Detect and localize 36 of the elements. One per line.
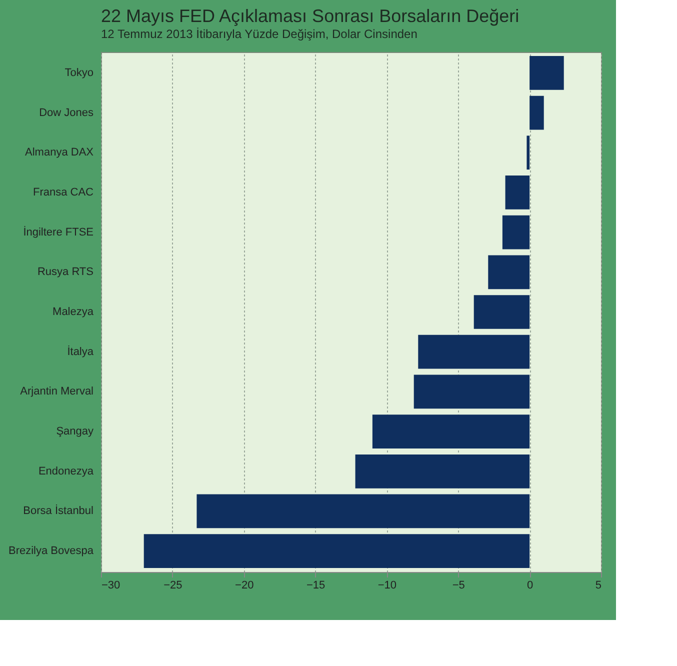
- y-tick-label: İtalya: [67, 344, 94, 358]
- bar: [530, 96, 544, 130]
- bar: [418, 334, 530, 369]
- y-tick-label: Borsa İstanbul: [23, 504, 94, 518]
- y-tick-label: İngiltere FTSE: [23, 225, 94, 238]
- bar: [372, 414, 530, 448]
- x-tick-label: −15: [306, 580, 326, 592]
- y-tick-label: Şangay: [56, 426, 94, 438]
- y-tick-label: Tokyo: [64, 66, 94, 79]
- x-tick-label: 5: [595, 580, 602, 592]
- y-tick-label: Almanya DAX: [25, 146, 94, 159]
- x-tick-label: −20: [235, 580, 254, 592]
- y-tick-label: Malezya: [52, 306, 94, 318]
- x-tick-label: −10: [378, 580, 397, 592]
- y-tick-label: Endonezya: [38, 465, 94, 478]
- bar: [488, 255, 530, 290]
- x-tick-label: −5: [452, 580, 465, 592]
- y-tick-label: Brezilya Bovespa: [8, 545, 94, 558]
- y-tick-label: Fransa CAC: [32, 186, 94, 198]
- bar: [144, 534, 530, 568]
- bar: [530, 56, 564, 90]
- y-tick-label: Dow Jones: [39, 106, 94, 119]
- bar: [502, 215, 530, 250]
- bar: [505, 176, 530, 210]
- chart-title: 22 Mayıs FED Açıklaması Sonrası Borsaların Değeri: [101, 6, 520, 26]
- y-tick-label: Rusya RTS: [37, 266, 94, 278]
- bar: [414, 374, 530, 409]
- x-tick-label: −30: [102, 580, 120, 592]
- x-tick-label: −25: [164, 580, 182, 592]
- x-tick-label: 0: [527, 580, 534, 592]
- chart-subtitle: 12 Temmuz 2013 İtibarıyla Yüzde Değişim, Dolar Cinsinden: [101, 27, 418, 41]
- bar: [196, 494, 530, 528]
- bar: [526, 136, 530, 170]
- bar: [474, 295, 530, 329]
- bar: [355, 454, 530, 488]
- y-tick-label: Arjantin Merval: [20, 386, 94, 398]
